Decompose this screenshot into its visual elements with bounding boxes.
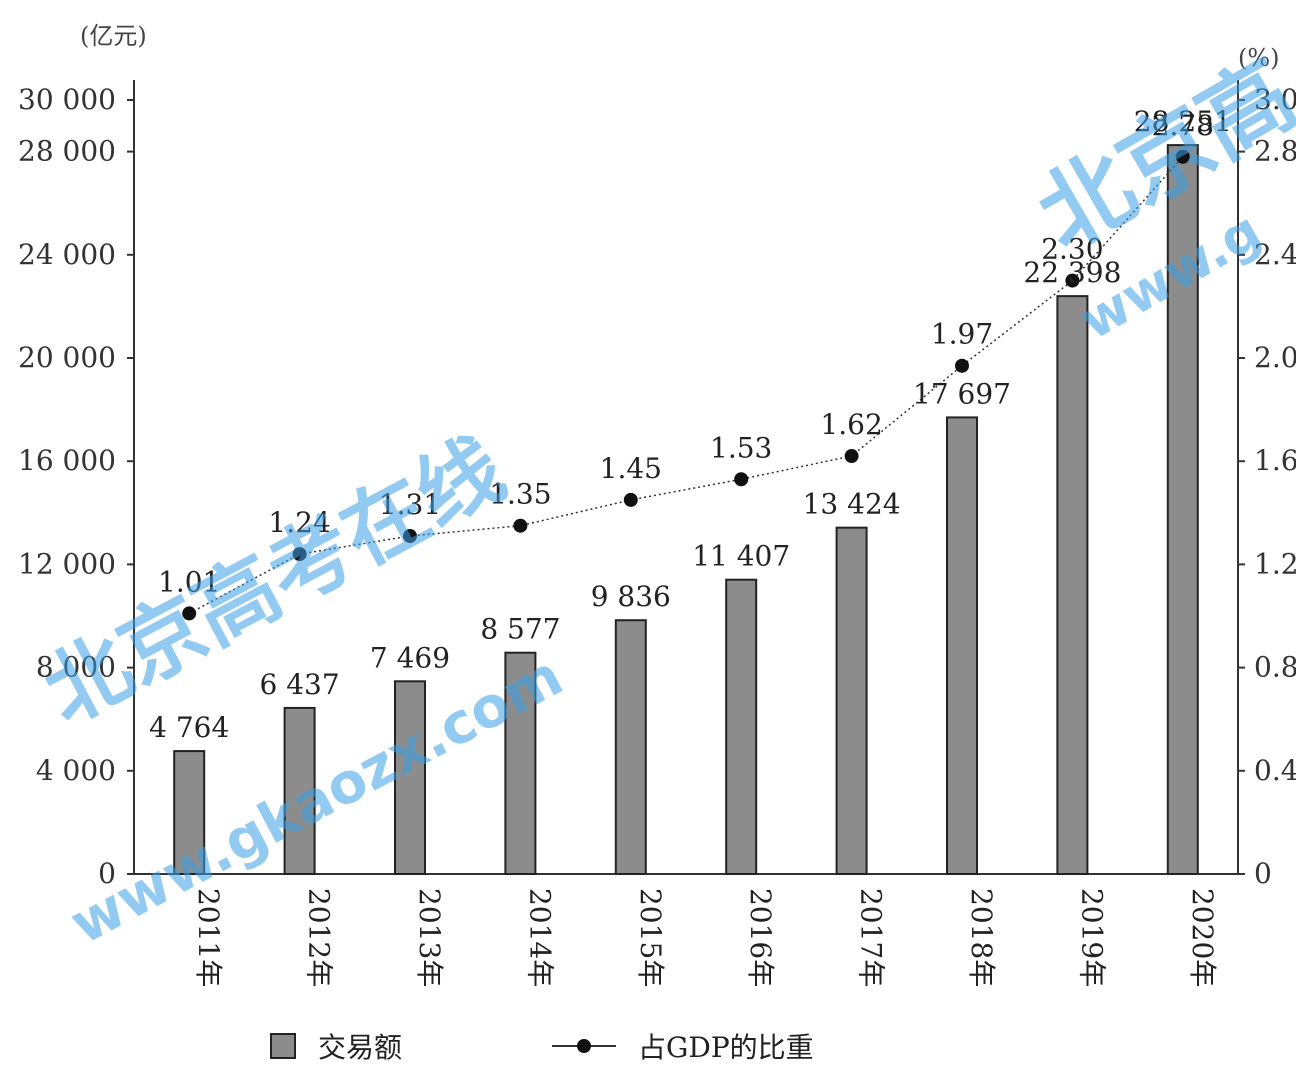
x-category-label: 2016年 [744,888,777,987]
gdp-share-label: 2.30 [1041,233,1103,266]
bar [1056,295,1089,875]
legend-line-swatch [552,1033,617,1059]
right-tick-label: 2.0 [1254,341,1296,374]
legend-bar-label: 交易额 [318,1031,403,1064]
gdp-share-label: 1.24 [268,506,330,539]
right-tick-label: 0 [1254,857,1272,890]
left-tick-label: 4 000 [36,754,116,787]
right-tick-label: 0.8 [1254,651,1296,684]
bar [725,578,758,875]
gdp-share-point [513,518,528,533]
x-category-label: 2018年 [965,888,998,987]
gdp-share-point [1065,273,1080,288]
bar-value-label: 7 469 [370,641,450,674]
bar-value-label: 8 577 [480,613,560,646]
x-category-label: 2014年 [523,888,556,987]
gdp-share-point [403,529,417,544]
bar-value-label: 6 437 [260,668,340,701]
left-tick-label: 0 [98,857,116,890]
bar [1166,144,1199,875]
data-labels: 4 764 6 437 7 469 8 577 9 836 11 407 13 424 17 … [149,105,1232,744]
gdp-share-point [955,358,969,373]
x-category-label: 2015年 [634,888,667,987]
right-axis-unit: (%) [1238,44,1280,72]
gdp-share-label: 1.53 [710,431,772,464]
bar [283,706,316,876]
x-axis-labels: 2011年 2012年 2013年 2014年 2015年 2016年 2017年 2018年… [192,888,1219,987]
bar-value-label: 13 424 [803,488,901,521]
gdp-share-label: 1.01 [158,565,220,598]
x-category-label: 2013年 [413,888,446,987]
gdp-share-label: 1.45 [600,452,662,485]
right-tick-label: 0.4 [1254,754,1296,787]
right-tick-label: 2.8 [1254,135,1296,168]
gdp-share-label: 1.35 [489,478,551,511]
legend-bar-swatch [270,1033,296,1059]
gdp-share-point [734,472,749,487]
legend-line-label: 占GDP的比重 [638,1031,814,1064]
gdp-share-point [844,449,859,464]
bar-value-label: 11 407 [692,540,790,573]
gdp-share-label: 1.31 [379,488,441,521]
gdp-share-label: 1.97 [931,318,993,351]
x-category-label: 2020年 [1186,888,1219,987]
bar-series [173,144,1199,876]
right-tick-label: 1.6 [1254,444,1296,477]
left-tick-label: 8 000 [36,651,116,684]
bar-value-label: 9 836 [591,580,671,613]
axes: 0 4 000 8 000 12 000 16 000 20 000 24 000 28 00… [18,80,1296,890]
left-tick-label: 28 000 [18,135,116,168]
gdp-share-point [292,547,307,562]
left-tick-label: 20 000 [18,341,116,374]
bar [173,750,206,876]
gdp-share-point [182,606,197,621]
left-tick-label: 12 000 [18,547,116,580]
line-series [182,149,1190,621]
gdp-share-point [1175,149,1190,164]
left-axis-unit: (亿元) [80,22,147,50]
right-tick-label: 2.4 [1254,238,1296,271]
legend-item-bar: 交易额 [270,1026,402,1066]
gdp-share-label: 1.62 [820,408,882,441]
bar-value-label: 28 251 [1134,105,1232,138]
left-tick-label: 24 000 [18,238,116,271]
legend-item-line: 占GDP的比重 [552,1026,814,1066]
right-tick-label: 1.2 [1254,547,1296,580]
bar [614,619,647,875]
bar [835,526,868,876]
bar-value-label: 17 697 [913,377,1011,410]
left-tick-label: 30 000 [18,83,116,116]
gdp-share-label: 2.78 [1152,109,1214,142]
bar [946,416,978,875]
left-tick-label: 16 000 [18,444,116,477]
x-category-label: 2019年 [1075,888,1108,987]
bar-value-label: 22 398 [1023,256,1121,289]
gdp-share-line [188,156,1184,615]
x-category-label: 2012年 [303,888,336,987]
x-category-label: 2011年 [192,888,225,987]
bar [504,651,537,875]
x-category-label: 2017年 [855,888,888,987]
bar-value-label: 4 764 [149,711,229,744]
right-tick-label: 3.0 [1254,83,1296,116]
legend: 交易额 占GDP的比重 [270,1026,964,1066]
gdp-share-point [623,492,638,507]
bar [394,680,426,875]
